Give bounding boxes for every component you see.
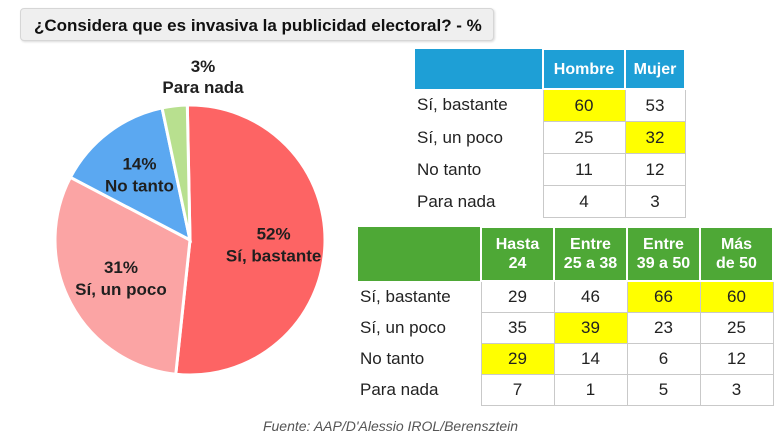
age-header-mas-50: Más de 50 xyxy=(699,226,774,282)
gender-header-mujer: Mujer xyxy=(624,48,686,90)
pie-category-label: Sí, bastante xyxy=(226,247,321,266)
gender-row: Sí, un poco 25 32 xyxy=(415,121,686,154)
gender-header-corner xyxy=(415,49,543,89)
age-header-hasta-24: Hasta 24 xyxy=(480,226,555,282)
age-row-label: Para nada xyxy=(360,380,439,399)
age-cell: 25 xyxy=(699,312,774,344)
gender-row: Para nada 4 3 xyxy=(415,185,686,218)
age-row-label: No tanto xyxy=(360,349,425,368)
gender-row: No tanto 11 12 xyxy=(415,153,686,186)
age-header-25-38: Entre 25 a 38 xyxy=(553,226,628,282)
pie-value-label: 3% xyxy=(191,57,216,76)
pie-category-label: No tanto xyxy=(105,176,174,195)
gender-cell: 3 xyxy=(624,185,686,218)
gender-table: Hombre Mujer Sí, bastante 60 53 Sí, un p… xyxy=(415,48,686,218)
gender-cell: 25 xyxy=(542,121,626,154)
age-header-corner xyxy=(358,227,481,281)
pie-chart: 52% Sí, bastante 31% Sí, un poco 14% No tanto… xyxy=(53,57,327,377)
pie-category-label: Sí, un poco xyxy=(75,280,167,299)
age-row: Sí, bastante 29 46 66 60 xyxy=(358,280,774,313)
gender-cell: 4 xyxy=(542,185,626,218)
gender-row-label: Para nada xyxy=(417,191,496,211)
pie-value-label: 14% xyxy=(122,154,156,173)
pie-value-label: 31% xyxy=(104,258,138,277)
age-cell: 1 xyxy=(553,374,628,406)
age-row: Sí, un poco 35 39 23 25 xyxy=(358,312,774,344)
gender-cell: 11 xyxy=(542,153,626,186)
age-header-line: de 50 xyxy=(716,255,757,272)
chart-title: ¿Considera que es invasiva la publicidad… xyxy=(20,8,494,41)
age-header-line: Entre xyxy=(643,236,684,253)
pie-category-label: Para nada xyxy=(162,78,244,97)
age-header-line: 24 xyxy=(508,255,527,272)
age-cell: 14 xyxy=(553,343,628,375)
gender-row-label: No tanto xyxy=(417,159,482,179)
age-cell: 5 xyxy=(626,374,701,406)
age-row: No tanto 29 14 6 12 xyxy=(358,343,774,375)
age-row: Para nada 7 1 5 3 xyxy=(358,374,774,406)
age-table: Hasta 24 Entre 25 a 38 Entre 39 a 50 Más de … xyxy=(358,226,774,406)
age-header-line: Más xyxy=(720,236,753,253)
gender-row-label: Sí, bastante xyxy=(417,95,508,115)
age-cell: 12 xyxy=(699,343,774,375)
pie-slice-para-nada xyxy=(160,103,192,241)
age-cell: 66 xyxy=(626,280,701,313)
gender-header-hombre: Hombre xyxy=(542,48,626,90)
age-header-line: 25 a 38 xyxy=(563,255,618,272)
gender-cell: 60 xyxy=(542,88,626,122)
age-header-39-50: Entre 39 a 50 xyxy=(626,226,701,282)
pie-slice-no-tanto xyxy=(68,106,193,243)
gender-header-row: Hombre Mujer xyxy=(415,48,686,90)
age-cell: 29 xyxy=(480,280,555,313)
age-cell: 29 xyxy=(480,343,555,375)
age-cell: 3 xyxy=(699,374,774,406)
age-row-label: Sí, bastante xyxy=(360,286,451,306)
gender-row: Sí, bastante 60 53 xyxy=(415,88,686,122)
pie-value-label: 52% xyxy=(257,225,291,244)
gender-row-label: Sí, un poco xyxy=(417,127,504,147)
age-row-label: Sí, un poco xyxy=(360,318,447,337)
age-cell: 60 xyxy=(699,280,774,313)
age-cell: 23 xyxy=(626,312,701,344)
age-header-line: 39 a 50 xyxy=(636,255,691,272)
age-cell: 7 xyxy=(480,374,555,406)
age-cell: 35 xyxy=(480,312,555,344)
age-cell: 46 xyxy=(553,280,628,313)
age-cell: 39 xyxy=(553,312,628,344)
source-note: Fuente: AAP/D'Alessio IROL/Berensztein xyxy=(262,418,519,434)
gender-cell: 12 xyxy=(624,153,686,186)
age-cell: 6 xyxy=(626,343,701,375)
pie-slice-si-bastante xyxy=(174,103,327,377)
gender-cell: 53 xyxy=(624,88,686,122)
pie-slice-si-un-poco xyxy=(53,175,192,376)
age-header-line: Entre xyxy=(570,236,611,253)
gender-cell: 32 xyxy=(624,121,686,154)
age-header-row: Hasta 24 Entre 25 a 38 Entre 39 a 50 Más de … xyxy=(358,226,774,282)
age-header-line: Hasta xyxy=(495,236,540,253)
